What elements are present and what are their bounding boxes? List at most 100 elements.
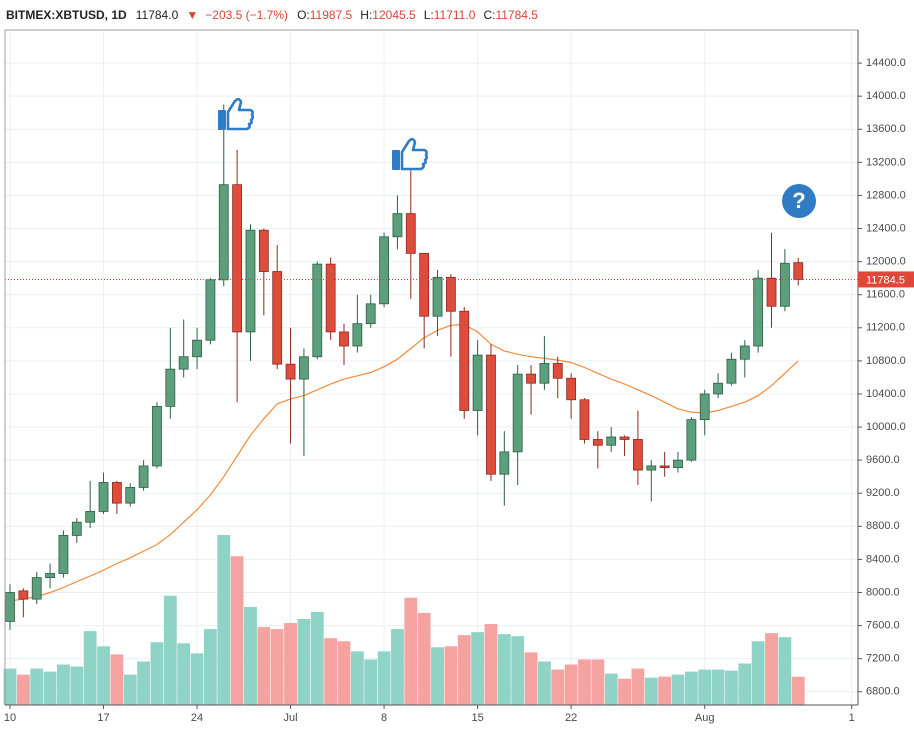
- marks: [3, 104, 858, 705]
- candle-body: [245, 229, 256, 333]
- volume-bar: [725, 670, 738, 705]
- time-axis-panel: [0, 705, 914, 734]
- candle-body: [686, 419, 697, 461]
- candle-body: [659, 465, 670, 468]
- candle-body: [352, 323, 363, 347]
- volume-bar: [177, 643, 191, 705]
- volume-bar: [97, 646, 110, 705]
- candle-body: [205, 279, 216, 341]
- high-value: 12045.5: [372, 8, 416, 22]
- header: BITMEX:XBTUSD, 1D 11784.0 ▼ −203.5 (−1.7…: [6, 8, 538, 22]
- candle-body: [299, 356, 309, 380]
- volume-bar: [190, 653, 204, 705]
- volume-bar: [43, 671, 57, 705]
- candle-body: [606, 436, 617, 446]
- y-tick-label: 6800.0: [866, 686, 900, 698]
- candle-body: [673, 459, 683, 468]
- candle-body: [432, 276, 443, 317]
- volume-bar: [765, 633, 778, 705]
- volume-bar: [123, 674, 137, 705]
- candle-body: [526, 373, 536, 384]
- candle-body: [165, 368, 176, 407]
- candle-body: [633, 439, 643, 471]
- volume-bar: [70, 666, 84, 705]
- high-label: H:: [360, 8, 372, 22]
- volume-bar: [564, 664, 578, 705]
- close-label: C:: [483, 8, 495, 22]
- y-tick-label: 8400.0: [866, 553, 900, 565]
- low-value: 11711.0: [434, 8, 476, 22]
- volume-bar: [538, 661, 551, 705]
- y-tick-label: 11200.0: [866, 322, 905, 334]
- y-tick-label: 9600.0: [866, 454, 900, 466]
- volume-bar: [524, 652, 538, 705]
- x-tick-label: 17: [97, 712, 109, 724]
- candle-body: [312, 263, 323, 358]
- thumbs-up-icon: [218, 97, 255, 131]
- volume-bar: [297, 618, 311, 705]
- y-tick-label: 12000.0: [866, 256, 906, 268]
- volume-bar: [631, 668, 645, 705]
- volume-bar: [350, 651, 364, 705]
- volume-bar: [551, 669, 565, 705]
- candle-body: [325, 263, 336, 333]
- y-tick-label: 14000.0: [866, 90, 906, 102]
- volume-bar: [658, 676, 672, 705]
- candle-body: [579, 399, 590, 440]
- y-tick-label: 8800.0: [866, 520, 900, 532]
- volume-bar: [364, 659, 378, 705]
- volume-bar: [618, 678, 631, 705]
- candle-body: [459, 310, 470, 411]
- y-tick-label: 7600.0: [866, 619, 900, 631]
- candle-body: [272, 271, 283, 365]
- candle-body: [111, 482, 122, 504]
- y-tick-label: 14400.0: [866, 57, 906, 69]
- y-tick-label: 9200.0: [866, 487, 900, 499]
- volume-bar: [431, 647, 444, 705]
- volume-bar: [270, 629, 284, 705]
- candle-body: [232, 184, 243, 333]
- volume-bar: [150, 642, 164, 705]
- volume-bar: [457, 635, 471, 705]
- thumbs-up-icon: [392, 137, 429, 171]
- y-tick-label: 10000.0: [866, 421, 906, 433]
- x-tick-label: 22: [565, 712, 577, 724]
- x-tick-label: 8: [381, 712, 387, 724]
- x-tick-label: 10: [4, 712, 16, 724]
- candle-body: [472, 354, 483, 411]
- y-tick-label: 13200.0: [866, 156, 906, 168]
- candle-body: [566, 377, 577, 401]
- volume-bar: [284, 623, 297, 705]
- candle-body: [699, 393, 710, 421]
- candle-body: [339, 331, 349, 347]
- candle-body: [258, 229, 269, 272]
- candle-body: [726, 358, 737, 384]
- volume-bar: [791, 676, 805, 705]
- candle-body: [713, 382, 723, 395]
- volume-bar: [778, 637, 792, 705]
- y-tick-label: 12800.0: [866, 189, 906, 201]
- volume-bar: [684, 671, 698, 705]
- candle-body: [18, 590, 29, 600]
- low-label: L:: [424, 8, 434, 22]
- x-tick-label: 1: [849, 712, 855, 724]
- labels: 6800.0 7200.0 7600.0 8000.0 8400.0 8800.0 9200…: [4, 57, 914, 724]
- candle-body: [499, 451, 510, 475]
- volume-bar: [671, 674, 685, 705]
- volume-bar: [244, 606, 257, 705]
- x-tick-label: 24: [191, 712, 203, 724]
- volume-bar: [57, 664, 70, 705]
- volume-bar: [3, 668, 17, 705]
- volume-bar: [497, 634, 511, 705]
- candle-body: [592, 439, 603, 446]
- volume-bar: [30, 668, 44, 705]
- candle-body: [31, 577, 42, 600]
- candle-body: [552, 362, 563, 379]
- change: −203.5 (−1.7%): [205, 8, 288, 22]
- candle-body: [5, 592, 15, 622]
- volume-bar: [204, 629, 217, 705]
- candle-body: [192, 339, 202, 358]
- question-mark: ?: [792, 188, 805, 213]
- candle-body: [152, 405, 162, 467]
- candle-body: [379, 236, 389, 305]
